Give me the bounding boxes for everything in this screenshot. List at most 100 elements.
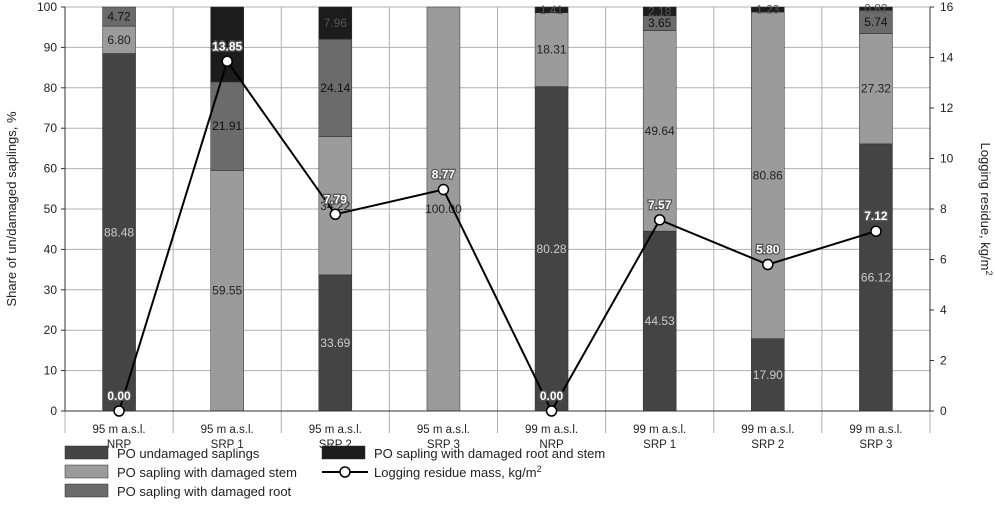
line-point-label: 7.12 bbox=[864, 209, 888, 223]
bar-value-label: 2.18 bbox=[648, 4, 672, 18]
bar-value-label: 7.96 bbox=[324, 16, 348, 30]
line-point bbox=[545, 405, 558, 417]
line-point-label: 0.00 bbox=[540, 389, 564, 403]
y-left-tick-label: 20 bbox=[44, 323, 58, 337]
bar-value-label: 3.65 bbox=[648, 16, 672, 30]
y-right-tick-label: 10 bbox=[940, 152, 954, 166]
bar-segment bbox=[102, 53, 136, 412]
y-right-tick-label: 12 bbox=[940, 101, 954, 115]
bar-segment bbox=[642, 30, 677, 232]
category-label-line2: SRP 1 bbox=[211, 439, 244, 451]
legend-marker bbox=[339, 466, 351, 478]
y-left-tick-label: 70 bbox=[44, 121, 58, 135]
bar-value-label: 6.80 bbox=[107, 33, 131, 47]
bar-segment bbox=[859, 33, 893, 145]
category-label-line2: NRP bbox=[107, 439, 132, 451]
bar-segment bbox=[102, 6, 136, 27]
line-point-label: 7.79 bbox=[324, 192, 348, 206]
bar-value-label: 0.82 bbox=[864, 2, 888, 16]
legend-label: PO sapling with damaged stem bbox=[117, 465, 297, 480]
category-label-line1: 95 m a.s.l. bbox=[417, 424, 470, 436]
bar-value-label: 24.14 bbox=[320, 81, 350, 95]
category-label-line2: SRP 1 bbox=[643, 439, 676, 451]
y-right-tick-label: 6 bbox=[940, 253, 947, 267]
category-label-line1: 95 m a.s.l. bbox=[309, 424, 362, 436]
legend-label: PO sapling with damaged root and stem bbox=[374, 446, 605, 461]
bar-segment bbox=[426, 6, 461, 412]
bar-value-label: 59.55 bbox=[212, 284, 242, 298]
bar-segment bbox=[751, 11, 785, 339]
bar-value-label: 18.31 bbox=[537, 43, 567, 57]
line-point bbox=[437, 183, 450, 196]
y-right-tick-label: 14 bbox=[940, 51, 954, 65]
y-left-axis-title: Share of un/damaged saplings, % bbox=[4, 111, 19, 307]
bar-value-label: 5.74 bbox=[864, 15, 888, 29]
bar-segment bbox=[642, 6, 677, 17]
bar-value-label: 17.90 bbox=[753, 368, 783, 382]
bar-segment bbox=[318, 136, 353, 276]
y-left-tick-label: 40 bbox=[44, 242, 58, 256]
bar-value-label: 33.69 bbox=[320, 336, 350, 350]
y-left-tick-label: 10 bbox=[44, 364, 58, 378]
y-left-tick-label: 100 bbox=[37, 0, 57, 14]
bar-value-label: 88.48 bbox=[104, 225, 134, 239]
line-point bbox=[221, 55, 233, 68]
line-point bbox=[329, 208, 342, 221]
bar-value-label: 1.23 bbox=[756, 3, 780, 17]
bar-segment bbox=[210, 6, 244, 83]
legend-swatch bbox=[321, 445, 366, 460]
category-label-line2: SRP 3 bbox=[427, 439, 460, 451]
axes: 0 10 20 30 40 50 60 70 80 90 100 0 2 4 6 8 10 12 14 16 Share… bbox=[4, 0, 994, 418]
legend-swatch bbox=[64, 464, 109, 479]
bar-segment bbox=[751, 6, 785, 13]
bar-value-label: 100.00 bbox=[425, 202, 462, 216]
bar-value-label: 1.41 bbox=[540, 3, 564, 17]
category-labels: 95 m a.s.l. NRP 95 m a.s.l. SRP 1 95 m a.s.l… bbox=[93, 424, 903, 451]
line-path bbox=[118, 59, 877, 414]
bar-segment bbox=[859, 143, 893, 412]
bar-segment bbox=[534, 6, 569, 13]
line-point-label: 5.80 bbox=[756, 243, 780, 257]
grid bbox=[64, 6, 931, 433]
y-left-tick-label: 60 bbox=[44, 162, 58, 176]
line-point bbox=[653, 214, 666, 226]
y-right-tick-label: 2 bbox=[940, 354, 947, 368]
line-point bbox=[762, 258, 774, 271]
bar-value-label: 49.64 bbox=[645, 124, 675, 138]
line-series: 0.00 13.85 7.79 8.77 0.00 7.57 5.80 7.12 bbox=[106, 38, 889, 417]
y-right-axis-title: Logging residue, kg/m2 bbox=[978, 143, 994, 276]
bar-value-label: 27.32 bbox=[861, 82, 891, 96]
y-right-tick-label: 4 bbox=[940, 303, 947, 317]
bar-segment bbox=[751, 338, 785, 412]
line-point-label: 0.00 bbox=[107, 389, 131, 403]
category-label-line1: 99 m a.s.l. bbox=[741, 424, 794, 436]
bar-value-label: 44.53 bbox=[645, 314, 675, 328]
bar-value-label: 4.72 bbox=[107, 10, 131, 24]
y-left-tick-label: 0 bbox=[50, 404, 57, 418]
line-point bbox=[870, 225, 882, 237]
line-point-label: 8.77 bbox=[432, 168, 456, 182]
category-label-line1: 99 m a.s.l. bbox=[525, 424, 578, 436]
category-label-line2: SRP 2 bbox=[751, 439, 784, 451]
bar-segment bbox=[210, 170, 244, 412]
legend-label: PO undamaged saplings bbox=[117, 446, 260, 461]
bar-segment bbox=[318, 6, 353, 40]
y-right-tick-label: 0 bbox=[940, 404, 947, 418]
bar-value-label: 66.12 bbox=[861, 270, 891, 284]
bars: 88.486.804.7259.5521.9118.5433.6934.2224… bbox=[102, 2, 893, 412]
y-left-tick-label: 30 bbox=[44, 283, 58, 297]
y-left-tick-label: 50 bbox=[44, 202, 58, 216]
category-label-line1: 99 m a.s.l. bbox=[849, 424, 902, 436]
bar-value-label: 80.28 bbox=[537, 242, 567, 256]
line-point bbox=[113, 405, 125, 417]
category-label-line2: SRP 3 bbox=[859, 439, 892, 451]
bar-value-label: 21.91 bbox=[212, 119, 242, 133]
bar-segment bbox=[859, 6, 893, 11]
legend: PO undamaged saplings PO sapling with dam… bbox=[64, 445, 605, 499]
bar-value-label: 80.86 bbox=[753, 168, 783, 182]
y-left-tick-label: 80 bbox=[44, 81, 58, 95]
line-point-label: 13.85 bbox=[212, 39, 242, 53]
y-right-tick-label: 8 bbox=[940, 202, 947, 216]
y-left-tick-label: 90 bbox=[44, 40, 58, 54]
legend-swatch bbox=[64, 483, 109, 498]
